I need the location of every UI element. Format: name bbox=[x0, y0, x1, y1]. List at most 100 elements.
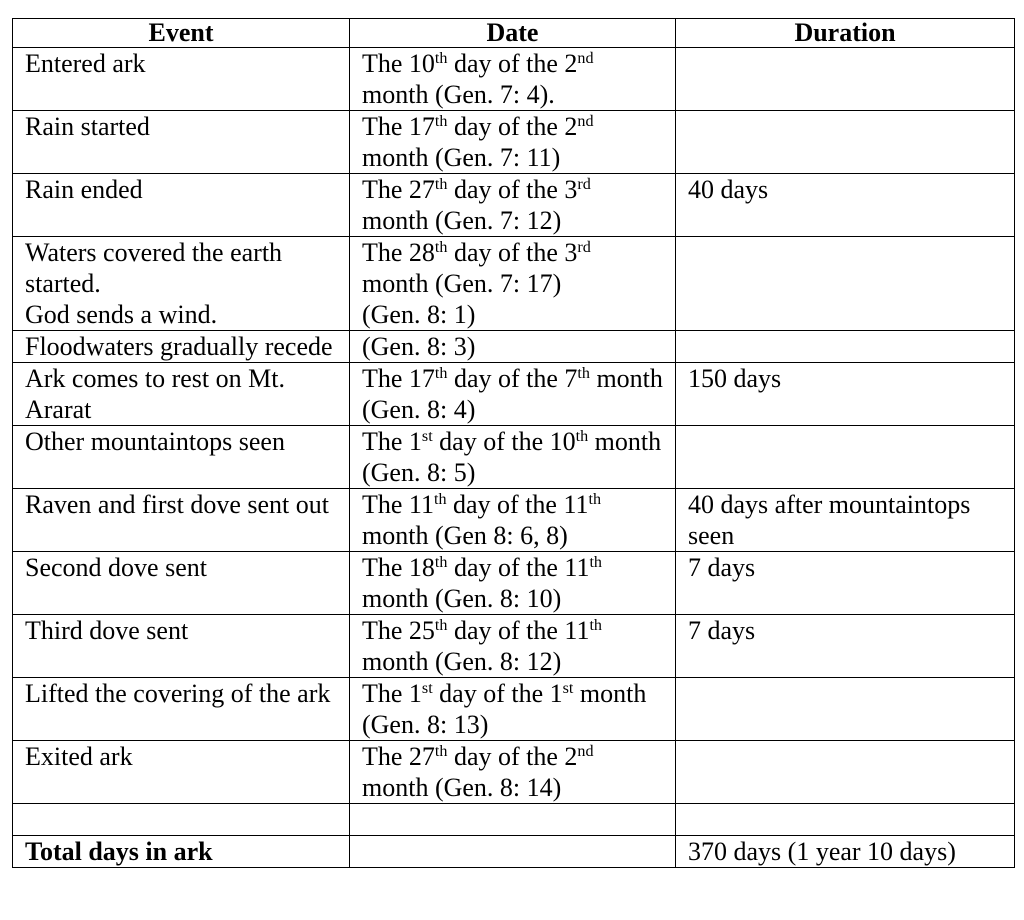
table-row bbox=[12, 803, 1015, 836]
ordinal-suffix: th bbox=[589, 617, 602, 635]
event-cell: Entered ark bbox=[12, 47, 350, 111]
date-cell: The 17th day of the 2nd month (Gen. 7: 1… bbox=[349, 110, 676, 174]
duration-cell bbox=[675, 330, 1015, 363]
date-paragraph: The 10th day of the 2nd month (Gen. 7: 4… bbox=[362, 48, 663, 110]
ordinal-suffix: th bbox=[434, 554, 448, 572]
ordinal-suffix: th bbox=[434, 50, 448, 68]
date-text: The 27 bbox=[362, 742, 435, 771]
date-text: The 17 bbox=[362, 112, 435, 141]
date-text: month (Gen. 8: 10) bbox=[362, 584, 562, 613]
duration-cell: 7 days bbox=[675, 551, 1015, 615]
table-row: Total days in ark 370 days (1 year 10 day… bbox=[12, 835, 1015, 868]
duration-cell: 370 days (1 year 10 days) bbox=[675, 835, 1015, 868]
date-cell: The 1st day of the 1st month (Gen. 8: 13… bbox=[349, 677, 676, 741]
ordinal-suffix: st bbox=[421, 680, 433, 698]
table-row: Other mountaintops seen The 1st day of th… bbox=[12, 425, 1015, 489]
date-text: month (Gen. 7: 17) bbox=[362, 269, 562, 298]
date-text: month (Gen. 7: 4). bbox=[362, 80, 555, 109]
ordinal-suffix: st bbox=[421, 428, 433, 446]
ordinal-suffix: th bbox=[434, 113, 448, 131]
event-cell: Second dove sent bbox=[12, 551, 350, 615]
date-text: month (Gen. 8: 12) bbox=[362, 647, 562, 676]
date-text: The 11 bbox=[362, 490, 434, 519]
date-cell: The 17th day of the 7th month (Gen. 8: 4… bbox=[349, 362, 676, 426]
duration-cell: 40 days bbox=[675, 173, 1015, 237]
header-cell: Date bbox=[349, 18, 676, 48]
date-text: The 25 bbox=[362, 616, 435, 645]
event-cell: Raven and first dove sent out bbox=[12, 488, 350, 552]
date-cell: The 27th day of the 2nd month (Gen. 8: 1… bbox=[349, 740, 676, 804]
table-row: Third dove sent The 25th day of the 11th … bbox=[12, 614, 1015, 678]
date-cell bbox=[349, 835, 676, 868]
date-paragraph: The 25th day of the 11th month (Gen. 8: … bbox=[362, 615, 663, 677]
date-paragraph: The 17th day of the 2nd month (Gen. 7: 1… bbox=[362, 111, 663, 173]
header-cell: Duration bbox=[675, 18, 1015, 48]
event-text: Exited ark bbox=[25, 742, 133, 771]
table-body: Entered ark The 10th day of the 2nd month… bbox=[12, 47, 1015, 868]
event-cell: Other mountaintops seen bbox=[12, 425, 350, 489]
event-cell: Waters covered the earth started. God sen… bbox=[12, 236, 350, 331]
duration-text: 150 days bbox=[688, 364, 782, 393]
date-text: day of the 10 bbox=[432, 427, 576, 456]
date-paragraph: The 17th day of the 7th month (Gen. 8: 4… bbox=[362, 363, 663, 425]
date-paragraph: The 27th day of the 2nd month (Gen. 8: 1… bbox=[362, 741, 663, 803]
ordinal-suffix: th bbox=[589, 554, 602, 572]
ordinal-suffix: nd bbox=[577, 113, 594, 131]
table-row: Rain ended The 27th day of the 3rd month … bbox=[12, 173, 1015, 237]
date-text: day of the 2 bbox=[447, 742, 578, 771]
duration-cell bbox=[675, 803, 1015, 836]
ordinal-suffix: th bbox=[434, 743, 448, 761]
duration-cell bbox=[675, 677, 1015, 741]
duration-cell: 40 days after mountaintops seen bbox=[675, 488, 1015, 552]
event-text: Raven and first dove sent out bbox=[25, 490, 329, 519]
event-cell: Rain started bbox=[12, 110, 350, 174]
event-cell: Exited ark bbox=[12, 740, 350, 804]
event-text: Floodwaters gradually recede bbox=[25, 332, 333, 361]
table-row: Floodwaters gradually recede (Gen. 8: 3) bbox=[12, 330, 1015, 363]
date-text: month (Gen. 7: 12) bbox=[362, 206, 562, 235]
date-text: day of the 1 bbox=[432, 679, 563, 708]
event-cell bbox=[12, 803, 350, 836]
date-text: month (Gen. 7: 11) bbox=[362, 143, 561, 172]
table-row: Second dove sent The 18th day of the 11th… bbox=[12, 551, 1015, 615]
date-cell: The 11th day of the 11th month (Gen 8: 6… bbox=[349, 488, 676, 552]
event-text: Waters covered the earth started. bbox=[25, 238, 283, 298]
date-text: day of the 2 bbox=[447, 112, 578, 141]
date-text: month (Gen. 8: 14) bbox=[362, 773, 562, 802]
header-row: Event Date Duration bbox=[12, 18, 1015, 48]
table-row: Ark comes to rest on Mt. Ararat The 17th … bbox=[12, 362, 1015, 426]
date-paragraph: The 18th day of the 11th month (Gen. 8: … bbox=[362, 552, 663, 614]
date-text: day of the 2 bbox=[447, 49, 578, 78]
date-text: month (Gen. 8: 4) bbox=[362, 364, 663, 424]
date-text: The 1 bbox=[362, 427, 422, 456]
duration-text: 370 days (1 year 10 days) bbox=[688, 837, 956, 866]
date-cell: The 25th day of the 11th month (Gen. 8: … bbox=[349, 614, 676, 678]
duration-cell bbox=[675, 110, 1015, 174]
event-cell: Lifted the covering of the ark bbox=[12, 677, 350, 741]
ordinal-suffix: th bbox=[434, 617, 448, 635]
duration-text: 7 days bbox=[688, 553, 756, 582]
table-row: Entered ark The 10th day of the 2nd month… bbox=[12, 47, 1015, 111]
date-text: The 1 bbox=[362, 679, 422, 708]
table-row: Lifted the covering of the ark The 1st da… bbox=[12, 677, 1015, 741]
duration-text: 40 days after mountaintops seen bbox=[688, 490, 971, 550]
ordinal-suffix: nd bbox=[577, 743, 594, 761]
event-text: Second dove sent bbox=[25, 553, 207, 582]
ordinal-suffix: th bbox=[434, 365, 448, 383]
date-text: month (Gen 8: 6, 8) bbox=[362, 521, 568, 550]
duration-cell bbox=[675, 47, 1015, 111]
event-cell: Total days in ark bbox=[12, 835, 350, 868]
duration-text: 40 days bbox=[688, 175, 769, 204]
date-text: (Gen. 8: 3) bbox=[362, 332, 476, 361]
event-cell: Ark comes to rest on Mt. Ararat bbox=[12, 362, 350, 426]
ordinal-suffix: th bbox=[434, 176, 448, 194]
event-text: Ark comes to rest on Mt. Ararat bbox=[25, 364, 285, 424]
duration-cell bbox=[675, 740, 1015, 804]
ordinal-suffix: th bbox=[434, 239, 448, 257]
date-text: day of the 11 bbox=[447, 553, 590, 582]
date-cell: The 27th day of the 3rd month (Gen. 7: 1… bbox=[349, 173, 676, 237]
event-text: Third dove sent bbox=[25, 616, 189, 645]
header-cell: Event bbox=[12, 18, 350, 48]
date-text: day of the 11 bbox=[446, 490, 589, 519]
